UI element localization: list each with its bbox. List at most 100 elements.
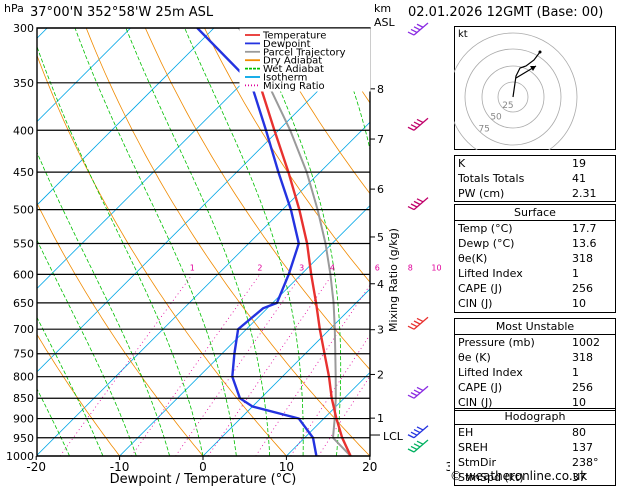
pressure-tick-label: 900 (13, 413, 34, 426)
wet-adiabat-line (125, 28, 271, 456)
table-row: CIN (J) 10 (455, 395, 615, 410)
km-tick-label: 8 (377, 83, 384, 96)
pressure-tick-label: 400 (13, 124, 34, 137)
dewpoint-line (196, 28, 318, 456)
table-row: PW (cm) 2.31 (455, 186, 615, 201)
dry-adiabat-line (263, 28, 370, 195)
wind-barb (407, 439, 429, 453)
pressure-tick-label: 750 (13, 348, 34, 361)
row-label: StmSpd (kt) (458, 471, 524, 485)
hodograph-ring-label: 25 (502, 101, 513, 111)
table-title: Most Unstable (455, 319, 615, 335)
legend-label: Isotherm (263, 73, 307, 84)
km-tick-label: 2 (377, 368, 384, 381)
legend-label: Parcel Trajectory (263, 47, 346, 58)
hodograph-ring-label: 50 (490, 113, 502, 123)
plot-frame (36, 27, 371, 457)
mixing-ratio-label: 10 (431, 263, 441, 272)
mixing-ratio-label: 3 (299, 263, 304, 272)
row-value: 80 (572, 426, 586, 439)
row-label: EH (458, 426, 474, 439)
isotherm-line (286, 371, 370, 456)
table-title: Hodograph (455, 409, 615, 425)
km-tick-label: 3 (377, 324, 384, 337)
row-value: 1 (572, 267, 579, 281)
wet-adiabat-line (252, 28, 342, 456)
row-value: 1 (572, 366, 579, 380)
isotherm-line (37, 28, 131, 123)
mixing-ratio-label: 2 (257, 263, 262, 272)
row-label: Dewp (°C) (458, 237, 515, 251)
x-axis-label: Dewpoint / Temperature (°C) (110, 472, 297, 486)
row-value: 1002 (572, 336, 600, 349)
mixing-ratio-line (440, 274, 450, 456)
hpa-label: hPa (4, 2, 24, 15)
row-value: 256 (572, 282, 593, 296)
table-row: StmDir 238° (455, 455, 615, 470)
row-value: 13.6 (572, 237, 597, 251)
wet-adiabat-line (403, 28, 437, 456)
table-row: K 19 (455, 156, 615, 171)
isotherm-line (202, 288, 370, 456)
table-row: Dewp (°C) 13.6 (455, 236, 615, 251)
x-tick-label: -10 (110, 460, 130, 474)
location-title: 37°00'N 352°58'W 25m ASL (30, 5, 214, 20)
row-value: 10 (572, 297, 586, 311)
row-label: CAPE (J) (458, 381, 503, 395)
mixing-ratio-label: 1 (190, 263, 195, 272)
hodograph-ring (464, 48, 562, 146)
isotherm-line (37, 28, 298, 289)
x-tick-label: 20 (362, 460, 377, 474)
row-label: Pressure (mb) (458, 336, 535, 349)
row-label: K (458, 157, 466, 170)
wind-barb (407, 117, 429, 131)
isotherm-line (37, 121, 370, 456)
row-value: 238° (572, 456, 599, 470)
mixing-ratio-axis-label: Mixing Ratio (g/kg) (387, 228, 400, 332)
hodograph-ring (481, 65, 545, 129)
wind-barb (407, 425, 429, 439)
wet-adiabat-line (37, 316, 104, 456)
isotherm-line (37, 28, 215, 206)
mixing-ratio-line (409, 274, 450, 456)
pressure-tick-label: 500 (13, 204, 34, 217)
legend-label: Mixing Ratio (263, 81, 325, 92)
km-label: km (374, 2, 392, 15)
legend-label: Wet Adiabat (263, 64, 324, 75)
mixing-ratio-label: 8 (408, 263, 413, 272)
mixing-ratio-label: 4 (330, 263, 335, 272)
row-value: 37 (572, 471, 586, 485)
row-label: SREH (458, 441, 488, 455)
pressure-tick-label: 850 (13, 392, 34, 405)
indices-table: K 19 Totals Totals 41 PW (cm) 2.31 (454, 155, 616, 203)
row-label: Temp (°C) (458, 222, 513, 235)
most-unstable-table: Most Unstable Pressure (mb) 1002 θe (K) 318 L… (454, 318, 616, 412)
x-tick-label: 10 (279, 460, 294, 474)
pressure-tick-label: 1000 (6, 450, 34, 463)
hodograph-trace (512, 51, 541, 98)
wet-adiabat-line (37, 388, 70, 456)
wet-adiabat-line (437, 28, 451, 456)
dry-adiabat-line (441, 28, 450, 456)
table-row: θe(K) 318 (455, 251, 615, 266)
hodograph-kt-label: kt (458, 29, 468, 40)
hodograph-ring (454, 32, 578, 150)
wet-adiabat-line (37, 45, 204, 456)
table-row: Temp (°C) 17.7 (455, 221, 615, 236)
pressure-tick-label: 700 (13, 323, 34, 336)
row-value: 137 (572, 441, 593, 455)
table-row: θe (K) 318 (455, 350, 615, 365)
wind-barb (407, 316, 429, 330)
row-label: θe(K) (458, 252, 488, 266)
km-tick-label: 4 (377, 278, 384, 291)
table-row: CIN (J) 10 (455, 296, 615, 311)
km-tick-label: 6 (377, 183, 384, 196)
table-row: Pressure (mb) 1002 (455, 335, 615, 350)
row-value: 318 (572, 252, 593, 266)
isotherm-line (37, 38, 370, 373)
isotherm-line (119, 205, 370, 456)
table-row: SREH 137 (455, 440, 615, 455)
dry-adiabat-line (204, 28, 370, 283)
pressure-tick-label: 300 (13, 22, 34, 35)
